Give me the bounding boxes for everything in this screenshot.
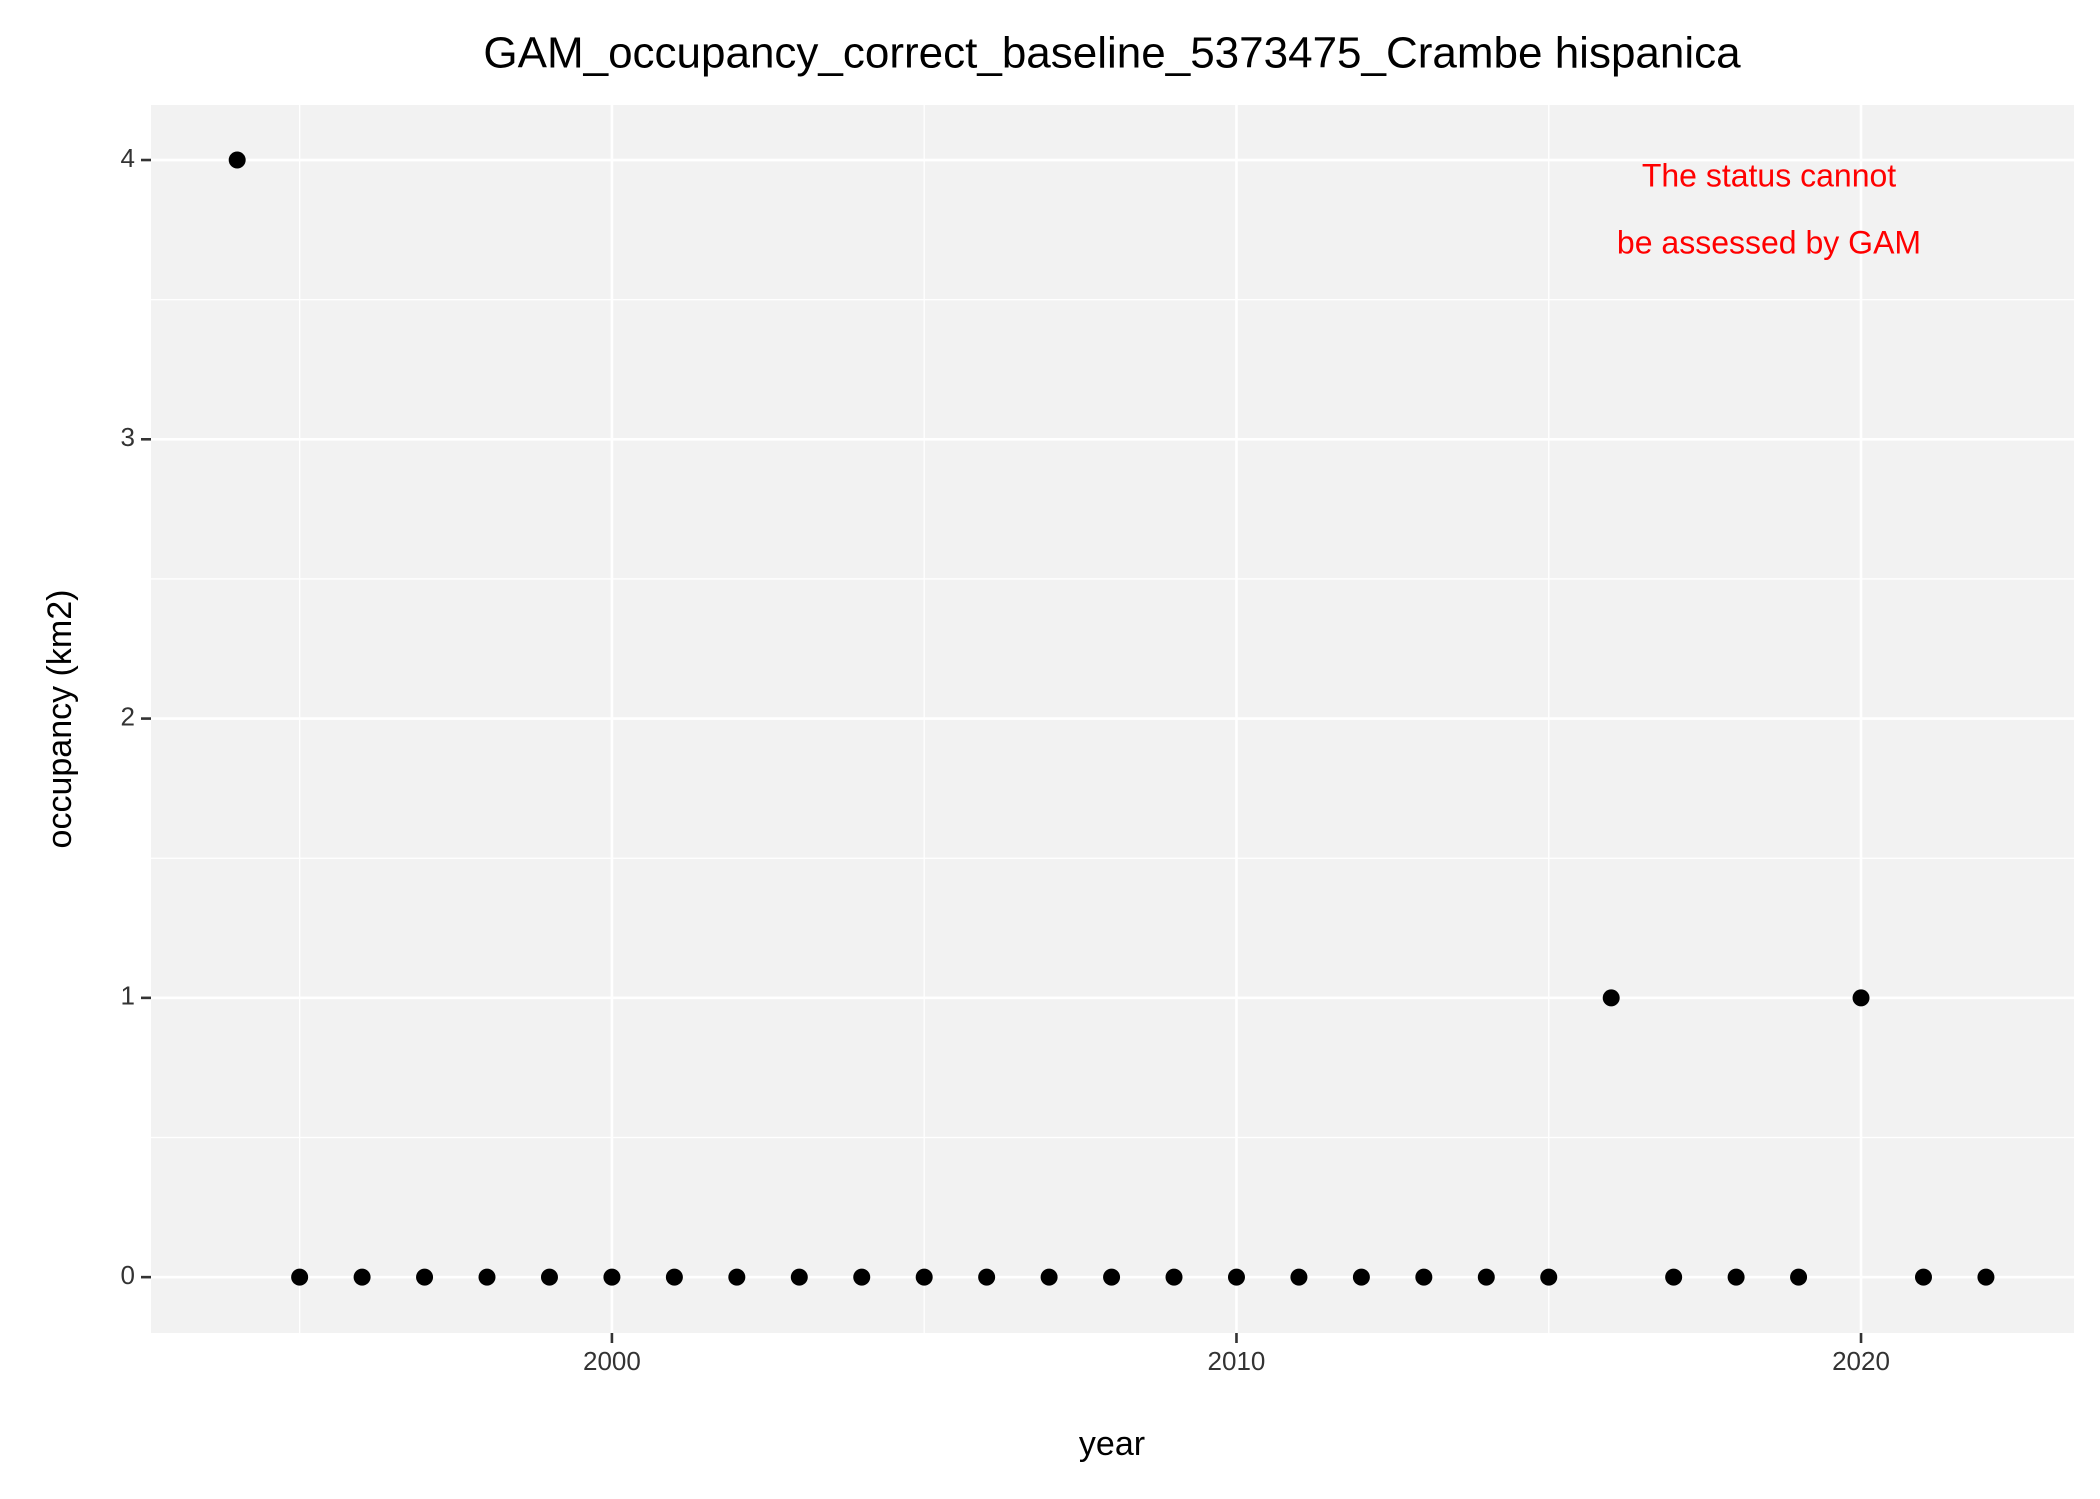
point (1540, 1268, 1558, 1286)
point (478, 1268, 496, 1286)
point (603, 1268, 621, 1286)
point (1977, 1268, 1995, 1286)
point (1477, 1268, 1495, 1286)
point (790, 1268, 808, 1286)
point (291, 1268, 309, 1286)
x-tick-label: 2000 (583, 1346, 641, 1376)
point (353, 1268, 371, 1286)
x-axis-title: year (1079, 1425, 1145, 1463)
y-tick-label: 3 (121, 422, 135, 452)
x-tick-label: 2020 (1832, 1346, 1890, 1376)
point (416, 1268, 434, 1286)
point (1602, 989, 1620, 1007)
chart-title: GAM_occupancy_correct_baseline_5373475_C… (483, 29, 1741, 78)
y-tick-label: 1 (121, 981, 135, 1011)
point (665, 1268, 683, 1286)
point (1103, 1268, 1121, 1286)
point (853, 1268, 871, 1286)
annotation: The status cannot (1642, 157, 1896, 193)
point (1852, 989, 1870, 1007)
point (1290, 1268, 1308, 1286)
point (1415, 1268, 1433, 1286)
point (1665, 1268, 1683, 1286)
point (728, 1268, 746, 1286)
point (540, 1268, 558, 1286)
point (1165, 1268, 1183, 1286)
point (1914, 1268, 1932, 1286)
point (228, 151, 246, 169)
y-axis-title: occupancy (km2) (41, 590, 79, 849)
point (1352, 1268, 1370, 1286)
annotation: be assessed by GAM (1617, 224, 1921, 260)
point (978, 1268, 996, 1286)
point (1040, 1268, 1058, 1286)
y-tick-label: 4 (121, 143, 135, 173)
point (1227, 1268, 1245, 1286)
point (1727, 1268, 1745, 1286)
y-tick-label: 0 (121, 1260, 135, 1290)
point (915, 1268, 933, 1286)
x-tick-label: 2010 (1208, 1346, 1266, 1376)
y-tick-label: 2 (121, 701, 135, 731)
point (1790, 1268, 1808, 1286)
